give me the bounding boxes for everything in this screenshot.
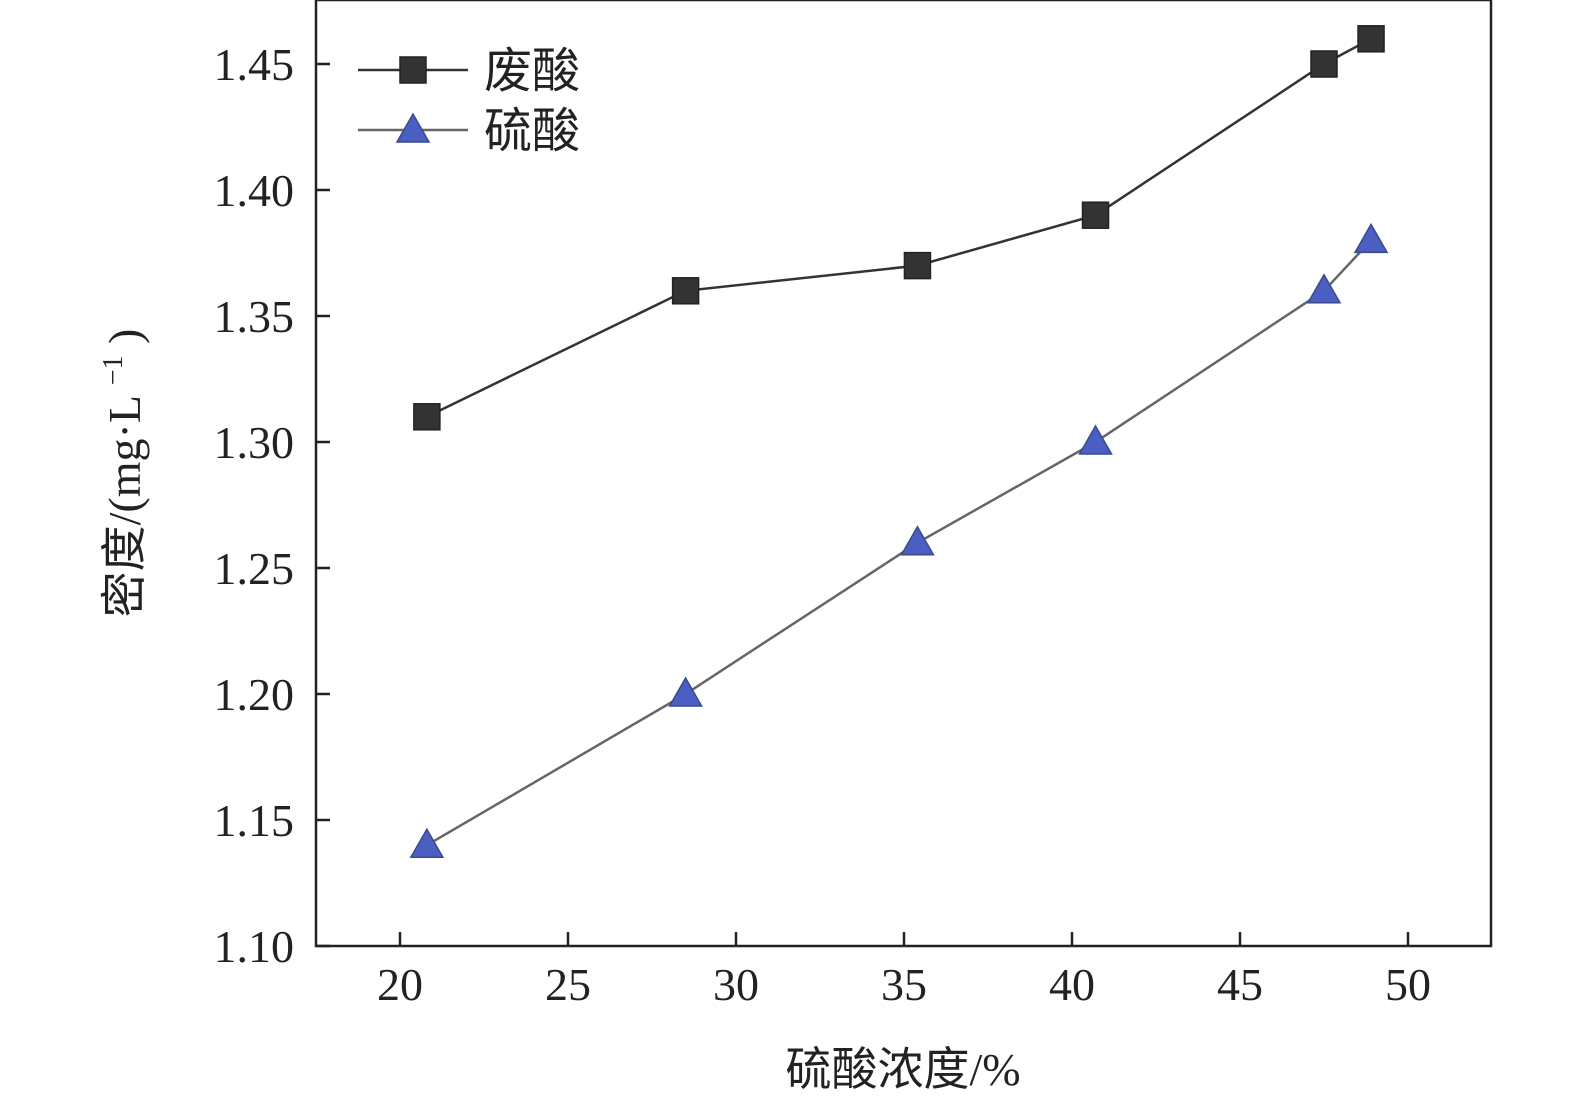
y-axis-label-close: ) bbox=[99, 329, 150, 344]
data-point bbox=[900, 525, 935, 556]
legend-marker bbox=[399, 56, 427, 84]
data-point bbox=[668, 676, 703, 707]
data-point bbox=[1081, 201, 1110, 229]
y-tick-label: 1.10 bbox=[214, 921, 295, 972]
y-tick-label: 1.20 bbox=[214, 669, 295, 720]
data-point bbox=[903, 251, 932, 280]
y-tick-label: 1.45 bbox=[214, 39, 295, 90]
data-point bbox=[1357, 25, 1385, 53]
x-tick-label: 45 bbox=[1217, 959, 1263, 1010]
x-tick-label: 35 bbox=[881, 959, 927, 1010]
axes: 20 25 30 35 40 45 50 1.10 1.15 1.20 1.25 1.30 1.35 1.… bbox=[214, 0, 1493, 1010]
y-tick-label: 1.40 bbox=[214, 165, 295, 216]
data-point bbox=[1310, 50, 1338, 78]
x-tick-label: 25 bbox=[545, 959, 591, 1010]
legend-marker bbox=[395, 112, 431, 143]
legend-label: 废酸 bbox=[484, 45, 580, 98]
data-point bbox=[1306, 273, 1342, 304]
y-axis-label-main: 密度/(mg·L bbox=[99, 397, 150, 618]
y-axis-label-superscript: −1 bbox=[98, 355, 129, 385]
y-tick-label: 1.15 bbox=[214, 795, 295, 846]
legend-item: 硫酸 bbox=[358, 105, 580, 158]
x-tick-label: 50 bbox=[1385, 959, 1431, 1010]
data-point bbox=[409, 827, 445, 858]
y-tick-label: 1.35 bbox=[214, 291, 295, 342]
y-axis-label: 密度/(mg·L −1 ) bbox=[81, 329, 150, 618]
series-2 bbox=[409, 222, 1389, 858]
data-point bbox=[1078, 424, 1113, 455]
x-tick-label: 40 bbox=[1049, 959, 1095, 1010]
series-1 bbox=[413, 25, 1385, 431]
y-tick-label: 1.30 bbox=[214, 417, 295, 468]
data-point bbox=[413, 403, 441, 431]
series-line bbox=[426, 239, 1372, 847]
y-tick-label: 1.25 bbox=[214, 543, 295, 594]
legend-label: 硫酸 bbox=[484, 105, 580, 158]
data-point bbox=[671, 277, 700, 305]
legend-item: 废酸 bbox=[358, 45, 580, 98]
x-tick-label: 30 bbox=[713, 959, 759, 1010]
x-tick-label: 20 bbox=[377, 959, 423, 1010]
series-layer bbox=[409, 25, 1389, 858]
data-point bbox=[1353, 222, 1389, 254]
x-axis-label: 硫酸浓度/% bbox=[785, 1044, 1020, 1095]
